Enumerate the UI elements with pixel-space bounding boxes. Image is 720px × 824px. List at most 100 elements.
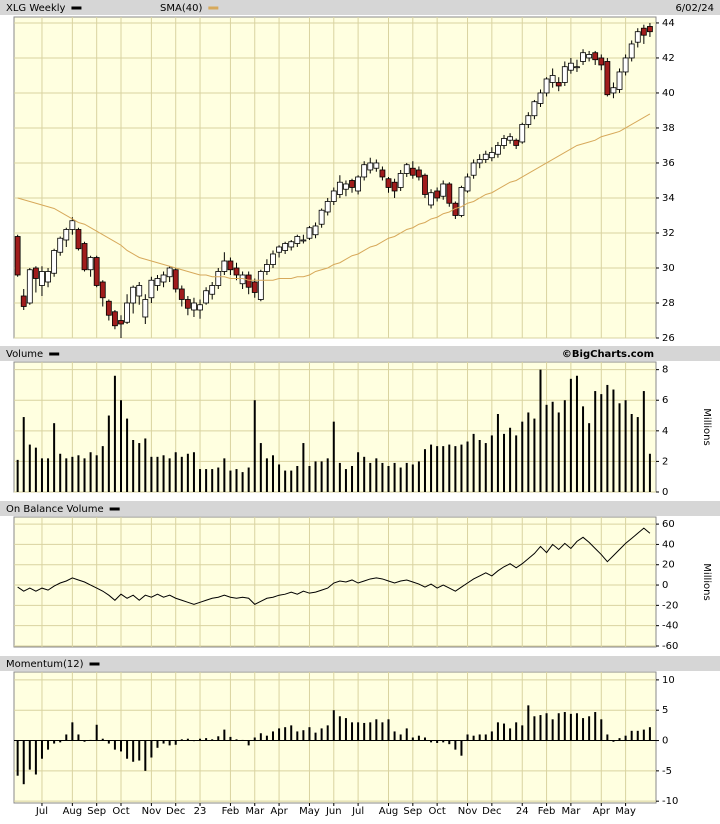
candle-body bbox=[63, 229, 70, 241]
candle-body bbox=[561, 66, 568, 83]
bar bbox=[551, 401, 554, 492]
candle-body bbox=[647, 26, 653, 33]
bar bbox=[28, 444, 31, 492]
bar bbox=[47, 740, 50, 750]
bar bbox=[630, 414, 633, 492]
bar bbox=[630, 730, 633, 741]
candle-body bbox=[519, 124, 526, 143]
bar bbox=[563, 712, 566, 741]
candle-body bbox=[45, 271, 51, 283]
bar bbox=[265, 735, 268, 741]
bar bbox=[40, 458, 43, 492]
y-tick-label: 34 bbox=[662, 193, 675, 204]
candle-body bbox=[276, 246, 282, 253]
bar bbox=[618, 403, 621, 492]
bar bbox=[642, 729, 645, 741]
candle-body bbox=[422, 174, 428, 195]
bar bbox=[448, 740, 451, 745]
bar bbox=[460, 740, 463, 756]
bar bbox=[594, 391, 597, 492]
bar bbox=[326, 458, 329, 492]
bar bbox=[448, 444, 451, 492]
bar bbox=[648, 453, 651, 492]
bar bbox=[199, 469, 202, 492]
bar bbox=[71, 456, 74, 492]
candle-body bbox=[598, 57, 605, 66]
bar bbox=[624, 735, 627, 741]
bar bbox=[436, 740, 439, 743]
bar bbox=[40, 740, 43, 759]
candle-body bbox=[166, 267, 173, 278]
bar bbox=[466, 734, 469, 741]
bar bbox=[296, 731, 299, 741]
candle-body bbox=[580, 52, 586, 62]
bar bbox=[375, 719, 378, 741]
bar bbox=[600, 394, 603, 492]
bar bbox=[636, 417, 639, 492]
bar bbox=[515, 722, 518, 741]
x-tick-label: Jul bbox=[35, 806, 48, 817]
bar bbox=[460, 444, 463, 492]
bar bbox=[253, 737, 256, 741]
bar bbox=[107, 415, 110, 492]
bar bbox=[454, 740, 457, 750]
candle-body bbox=[306, 227, 313, 239]
candle-body bbox=[482, 153, 489, 160]
bar bbox=[186, 453, 189, 492]
bar bbox=[320, 461, 323, 492]
candle-body bbox=[513, 139, 520, 146]
bar bbox=[496, 722, 499, 741]
candle-body bbox=[634, 31, 641, 43]
y-tick-label: 2 bbox=[662, 456, 668, 467]
x-tick-label: Jul bbox=[351, 806, 364, 817]
bar bbox=[83, 458, 86, 492]
bar bbox=[551, 719, 554, 741]
bar bbox=[259, 443, 262, 492]
bar bbox=[539, 715, 542, 741]
candle-body bbox=[251, 281, 258, 293]
bar bbox=[229, 736, 232, 741]
bar bbox=[156, 456, 159, 492]
bar bbox=[478, 440, 481, 492]
bar bbox=[126, 740, 129, 759]
candle-body bbox=[628, 43, 635, 59]
bar bbox=[430, 444, 433, 492]
x-tick-label: Jun bbox=[325, 806, 342, 817]
legend-label: XLG Weekly bbox=[6, 3, 66, 14]
x-tick-label: Feb bbox=[538, 806, 556, 817]
candle-body bbox=[385, 178, 392, 188]
bar bbox=[217, 467, 220, 492]
candle-body bbox=[434, 190, 441, 199]
bar bbox=[351, 722, 354, 741]
candle-body bbox=[178, 288, 185, 300]
x-tick-label: Oct bbox=[428, 806, 445, 817]
bar bbox=[107, 740, 110, 744]
bar bbox=[320, 728, 323, 741]
bar bbox=[28, 740, 31, 770]
bar bbox=[83, 740, 86, 742]
bar bbox=[338, 462, 341, 492]
bar bbox=[174, 452, 177, 492]
bar bbox=[101, 446, 104, 492]
candle-body bbox=[197, 304, 203, 311]
bar bbox=[381, 462, 384, 492]
bar bbox=[411, 464, 414, 492]
candle-body bbox=[336, 181, 343, 195]
x-tick-label: Mar bbox=[561, 806, 581, 817]
bar bbox=[387, 719, 390, 741]
line-series bbox=[17, 113, 651, 281]
bar bbox=[138, 443, 141, 492]
bar bbox=[430, 740, 433, 743]
bar bbox=[132, 440, 135, 492]
y-tick-label: -40 bbox=[662, 621, 678, 632]
candle-body bbox=[343, 183, 349, 190]
candle-body bbox=[458, 187, 465, 216]
y-tick-label: -20 bbox=[662, 600, 678, 611]
y-axis-label: Millions bbox=[701, 408, 712, 445]
date-label: 6/02/24 bbox=[675, 3, 714, 14]
bar bbox=[16, 459, 19, 492]
bar bbox=[168, 458, 171, 492]
bar bbox=[138, 740, 141, 761]
bar bbox=[162, 740, 165, 744]
bar bbox=[101, 738, 104, 741]
